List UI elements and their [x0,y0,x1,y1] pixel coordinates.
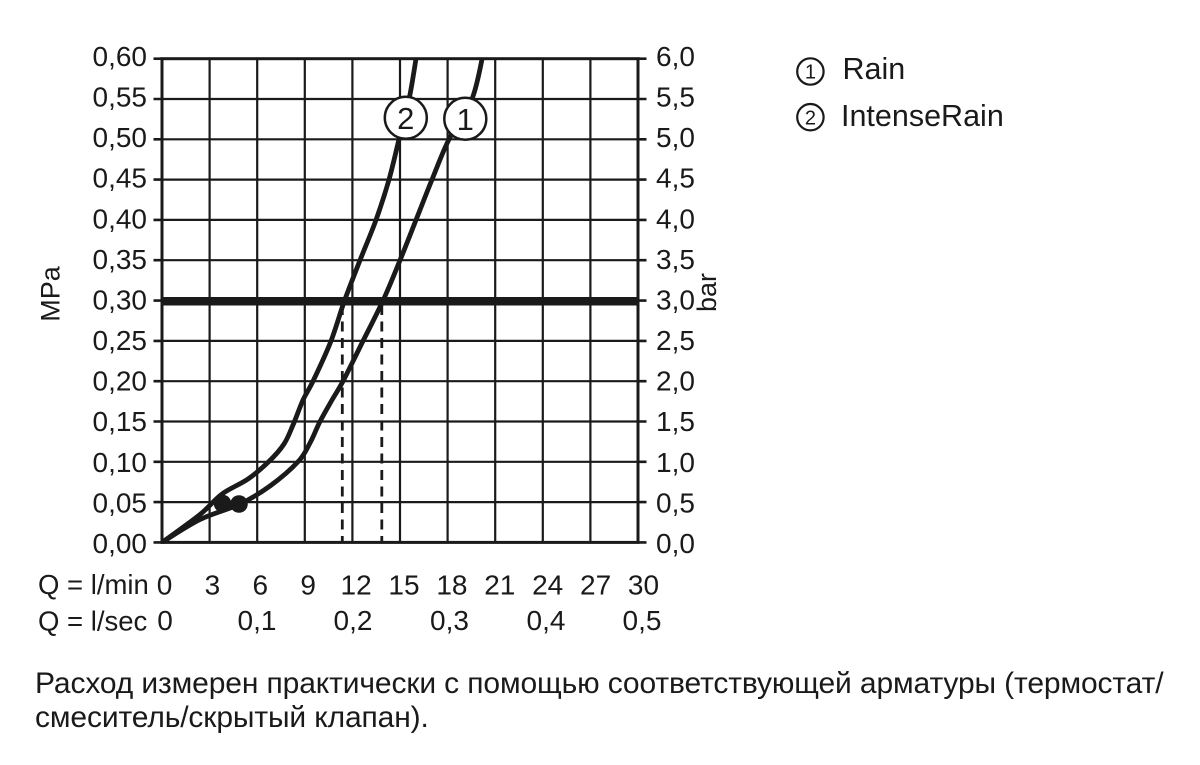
svg-text:2,0: 2,0 [656,366,695,397]
svg-text:0,00: 0,00 [93,528,148,559]
svg-text:Расход измерен практически с п: Расход измерен практически с помощью соо… [35,667,1164,700]
svg-text:9: 9 [300,570,316,601]
svg-text:2: 2 [805,107,816,129]
svg-text:0,5: 0,5 [656,487,695,518]
svg-text:0,60: 0,60 [93,41,148,72]
svg-text:1: 1 [457,102,474,137]
svg-text:3: 3 [205,570,221,601]
svg-text:0,0: 0,0 [656,528,695,559]
svg-text:0: 0 [157,570,173,601]
svg-text:2: 2 [397,101,414,136]
svg-text:IntenseRain: IntenseRain [841,99,1004,133]
svg-text:0,3: 0,3 [430,605,469,636]
svg-text:0,40: 0,40 [93,203,148,234]
svg-text:0,15: 0,15 [93,406,148,437]
svg-text:Q = l/min: Q = l/min [38,569,149,600]
svg-text:24: 24 [532,570,563,601]
svg-text:1,0: 1,0 [656,447,695,478]
svg-text:смеситель/скрытый клапан).: смеситель/скрытый клапан). [35,701,429,734]
svg-text:0,25: 0,25 [93,325,148,356]
svg-text:0,20: 0,20 [93,366,148,397]
svg-text:15: 15 [388,570,419,601]
svg-text:2,5: 2,5 [656,325,695,356]
svg-text:0,2: 0,2 [334,605,373,636]
svg-text:18: 18 [436,570,467,601]
svg-text:MPa: MPa [36,265,66,322]
svg-text:12: 12 [341,570,372,601]
svg-text:0,50: 0,50 [93,122,148,153]
svg-text:5,5: 5,5 [656,82,695,113]
svg-text:3,0: 3,0 [656,285,695,316]
svg-text:30: 30 [628,570,659,601]
svg-text:6: 6 [253,570,269,601]
svg-text:Q = l/sec: Q = l/sec [38,606,148,637]
svg-text:1,5: 1,5 [656,406,695,437]
svg-text:21: 21 [484,570,515,601]
svg-text:0,30: 0,30 [93,285,148,316]
svg-text:0,35: 0,35 [93,244,148,275]
svg-text:4,0: 4,0 [656,203,695,234]
svg-text:0,10: 0,10 [93,447,148,478]
svg-text:Rain: Rain [843,52,906,86]
svg-text:0,1: 0,1 [238,605,277,636]
svg-text:0: 0 [157,605,173,636]
svg-text:6,0: 6,0 [656,41,695,72]
svg-text:0,55: 0,55 [93,82,148,113]
svg-text:1: 1 [805,62,816,84]
svg-text:3,5: 3,5 [656,244,695,275]
svg-text:bar: bar [692,273,722,312]
svg-text:5,0: 5,0 [656,122,695,153]
svg-text:0,4: 0,4 [527,605,566,636]
svg-text:27: 27 [580,570,611,601]
svg-text:4,5: 4,5 [656,163,695,194]
svg-text:0,05: 0,05 [93,487,148,518]
svg-text:0,5: 0,5 [623,605,662,636]
svg-text:0,45: 0,45 [93,163,148,194]
